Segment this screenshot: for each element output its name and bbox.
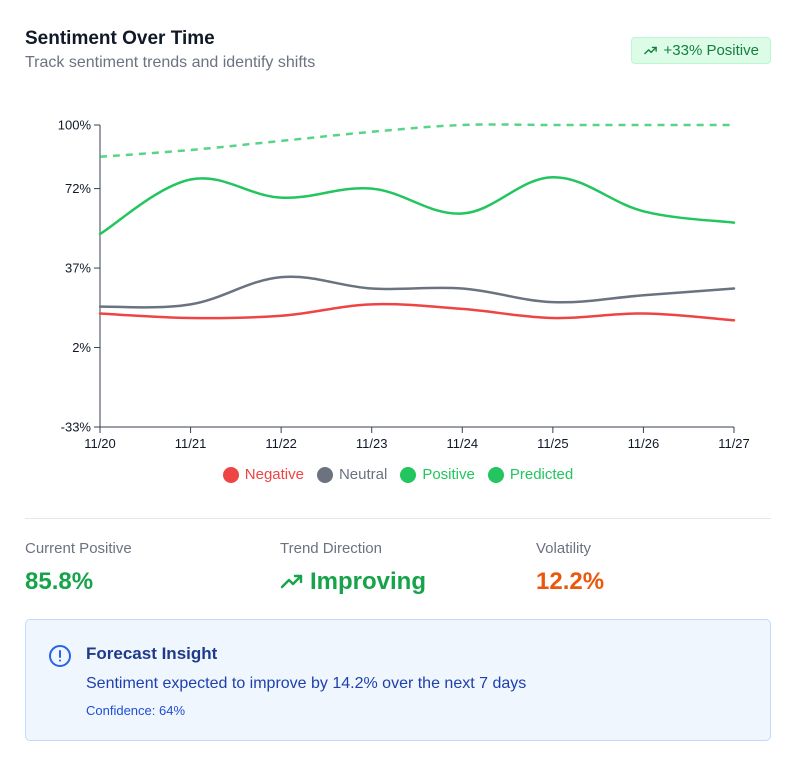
chart-title: Sentiment Over Time bbox=[25, 28, 215, 49]
x-tick-label: 11/21 bbox=[175, 436, 207, 451]
legend-swatch bbox=[222, 466, 239, 483]
forecast-insight-panel: Forecast Insight Sentiment expected to i… bbox=[25, 619, 771, 741]
y-tick-label: 72% bbox=[65, 181, 91, 196]
legend-label: Neutral bbox=[338, 466, 388, 483]
insight-text: Sentiment expected to improve by 14.2% o… bbox=[86, 675, 527, 692]
insight-confidence: Confidence: 64% bbox=[86, 703, 186, 718]
y-tick-label: -33% bbox=[61, 420, 92, 435]
series-line-neutral bbox=[98, 275, 736, 309]
x-tick-label: 11/22 bbox=[265, 436, 297, 451]
volatility-stat: Volatility 12.2% bbox=[536, 540, 604, 596]
current-positive-value: 85.8% bbox=[25, 568, 94, 595]
positive-change-badge: +33% Positive bbox=[630, 37, 771, 64]
x-tick-label: 11/27 bbox=[718, 436, 750, 451]
insight-title: Forecast Insight bbox=[86, 644, 218, 663]
chart-subtitle: Track sentiment trends and identify shif… bbox=[25, 54, 316, 71]
x-tick-label: 11/20 bbox=[84, 436, 116, 451]
legend-swatch bbox=[316, 466, 333, 483]
x-tick-label: 11/23 bbox=[356, 436, 388, 451]
legend-item-negative[interactable]: Negative bbox=[222, 466, 304, 483]
series-line-predicted bbox=[99, 123, 734, 159]
trend-direction-value: Improving bbox=[310, 568, 427, 595]
legend-swatch bbox=[487, 466, 504, 483]
x-tick-label: 11/26 bbox=[628, 436, 660, 451]
trend-direction-stat: Trend Direction Improving bbox=[280, 540, 426, 596]
chart-header: Sentiment Over Time Track sentiment tren… bbox=[25, 27, 315, 73]
section-divider bbox=[25, 518, 771, 519]
trend-direction-value-row: Improving bbox=[280, 568, 426, 596]
trending-up-icon bbox=[643, 46, 657, 55]
series-line-negative bbox=[98, 302, 736, 322]
legend-label: Predicted bbox=[509, 466, 574, 483]
current-positive-stat: Current Positive 85.8% bbox=[25, 540, 132, 596]
trend-direction-label: Trend Direction bbox=[280, 540, 382, 557]
chart-series bbox=[98, 123, 736, 322]
legend-item-predicted[interactable]: Predicted bbox=[487, 466, 574, 483]
legend-label: Negative bbox=[244, 466, 304, 483]
sentiment-line-chart: 100% 72% 37% 2% -33%11/20 11/21 11/22 11/23 11/2… bbox=[58, 118, 750, 452]
current-positive-label: Current Positive bbox=[25, 540, 132, 557]
info-circle-icon bbox=[49, 645, 71, 667]
legend-swatch bbox=[400, 466, 417, 483]
y-tick-label: 100% bbox=[58, 118, 92, 133]
legend-item-neutral[interactable]: Neutral bbox=[316, 466, 388, 483]
badge-label: +33% Positive bbox=[663, 42, 759, 59]
x-tick-label: 11/25 bbox=[537, 436, 569, 451]
volatility-value: 12.2% bbox=[536, 568, 605, 595]
series-line-positive bbox=[98, 175, 736, 236]
volatility-label: Volatility bbox=[536, 540, 592, 557]
x-tick-label: 11/24 bbox=[446, 436, 478, 451]
trending-up-icon bbox=[280, 574, 303, 589]
legend-label: Positive bbox=[422, 466, 475, 483]
chart-legend: Negative Neutral Positive Predicted bbox=[0, 466, 796, 483]
y-tick-label: 37% bbox=[65, 261, 91, 276]
y-tick-label: 2% bbox=[72, 340, 91, 355]
legend-item-positive[interactable]: Positive bbox=[400, 466, 475, 483]
chart-axes: 100% 72% 37% 2% -33%11/20 11/21 11/22 11/23 11/2… bbox=[58, 118, 750, 452]
